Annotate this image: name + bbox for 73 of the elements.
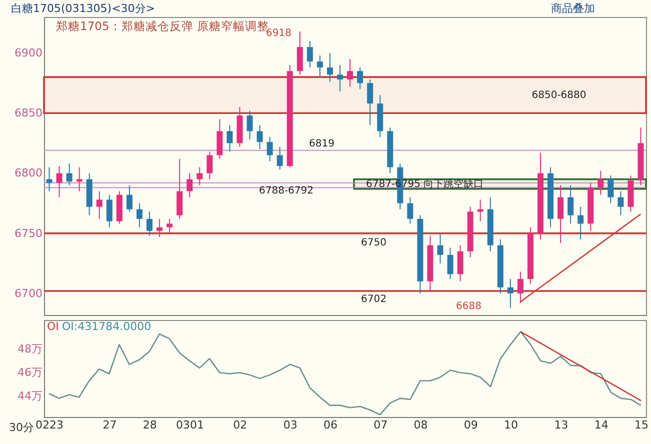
x-tick-label: 07 <box>374 418 388 432</box>
x-tick-label: 15 <box>634 418 648 432</box>
candlestick <box>46 166 52 192</box>
candlestick <box>407 196 414 224</box>
candlestick <box>166 218 173 234</box>
x-tick-label: 13 <box>554 418 568 432</box>
candlestick <box>266 136 273 162</box>
candlestick <box>206 151 213 180</box>
candlestick <box>136 202 142 228</box>
annotation: OI:431784.0000 <box>62 320 152 333</box>
annotation: 6688 <box>456 301 482 312</box>
candlestick <box>608 175 614 204</box>
x-tick-label: 10 <box>504 418 518 432</box>
x-tick-label: 0223 <box>36 418 64 432</box>
candlestick <box>56 166 62 198</box>
candlestick <box>507 278 514 308</box>
candlestick <box>457 244 464 282</box>
candlestick <box>578 206 584 240</box>
candlestick <box>96 190 102 220</box>
candlestick <box>66 163 72 186</box>
candlestick <box>447 247 454 280</box>
candlestick <box>367 78 374 126</box>
candlestick <box>598 170 604 196</box>
candlestick <box>347 58 354 88</box>
ref-line-label: 6702 <box>361 294 386 305</box>
annotation: 6918 <box>266 28 292 39</box>
candlestick <box>126 184 132 212</box>
candlestick <box>146 211 153 236</box>
candlestick <box>256 124 263 150</box>
y-tick-label: 44万 <box>18 389 42 402</box>
candlestick <box>106 194 112 228</box>
candlestick <box>306 40 313 68</box>
x-tick-label: 0301 <box>176 418 204 432</box>
y-tick-label: 6750 <box>14 226 42 240</box>
candlestick <box>196 166 203 186</box>
candlestick <box>316 54 323 78</box>
x-tick-label: 28 <box>142 418 157 432</box>
x-tick-label: 03 <box>283 418 298 432</box>
ref-line-label: 6819 <box>309 138 334 150</box>
y-tick-label: 46万 <box>18 366 42 380</box>
candlestick <box>437 232 444 264</box>
y-tick-label: 6850 <box>14 106 42 120</box>
band-label: 6850-6880 <box>532 90 586 102</box>
candlestick <box>336 64 343 92</box>
candlestick <box>186 172 193 198</box>
y-tick-label: 6700 <box>14 286 42 300</box>
x-tick-label: 14 <box>594 418 608 432</box>
x-tick-label: 06 <box>323 418 338 432</box>
candlestick <box>226 124 233 152</box>
candlestick <box>326 52 333 82</box>
candlestick <box>618 190 624 216</box>
ref-line-label: 6750 <box>361 237 386 248</box>
chart-title: 白糖1705(031305)<30分> <box>11 2 155 15</box>
candlestick <box>276 146 283 170</box>
line-series <box>48 331 642 416</box>
y-tick-label: 6900 <box>14 46 42 60</box>
text: 商品叠加 <box>551 2 595 15</box>
x-tick-label: 08 <box>414 418 428 432</box>
candlestick <box>568 184 574 224</box>
y-tick-label: 48万 <box>18 342 42 356</box>
candlestick <box>558 184 564 244</box>
x-tick-label: 02 <box>233 418 248 432</box>
candlestick <box>357 66 364 90</box>
ref-line-label: 6788-6792 <box>259 186 314 197</box>
y-tick-label: 6800 <box>14 166 42 180</box>
x-tick-label: 09 <box>464 418 478 432</box>
x-tick-label: 27 <box>102 418 117 432</box>
text: 30分 <box>9 421 34 434</box>
candlestick <box>246 110 253 140</box>
annotation: OI <box>47 320 59 333</box>
candlestick <box>76 166 82 192</box>
candlestick <box>517 271 524 304</box>
candlestick <box>156 218 163 238</box>
